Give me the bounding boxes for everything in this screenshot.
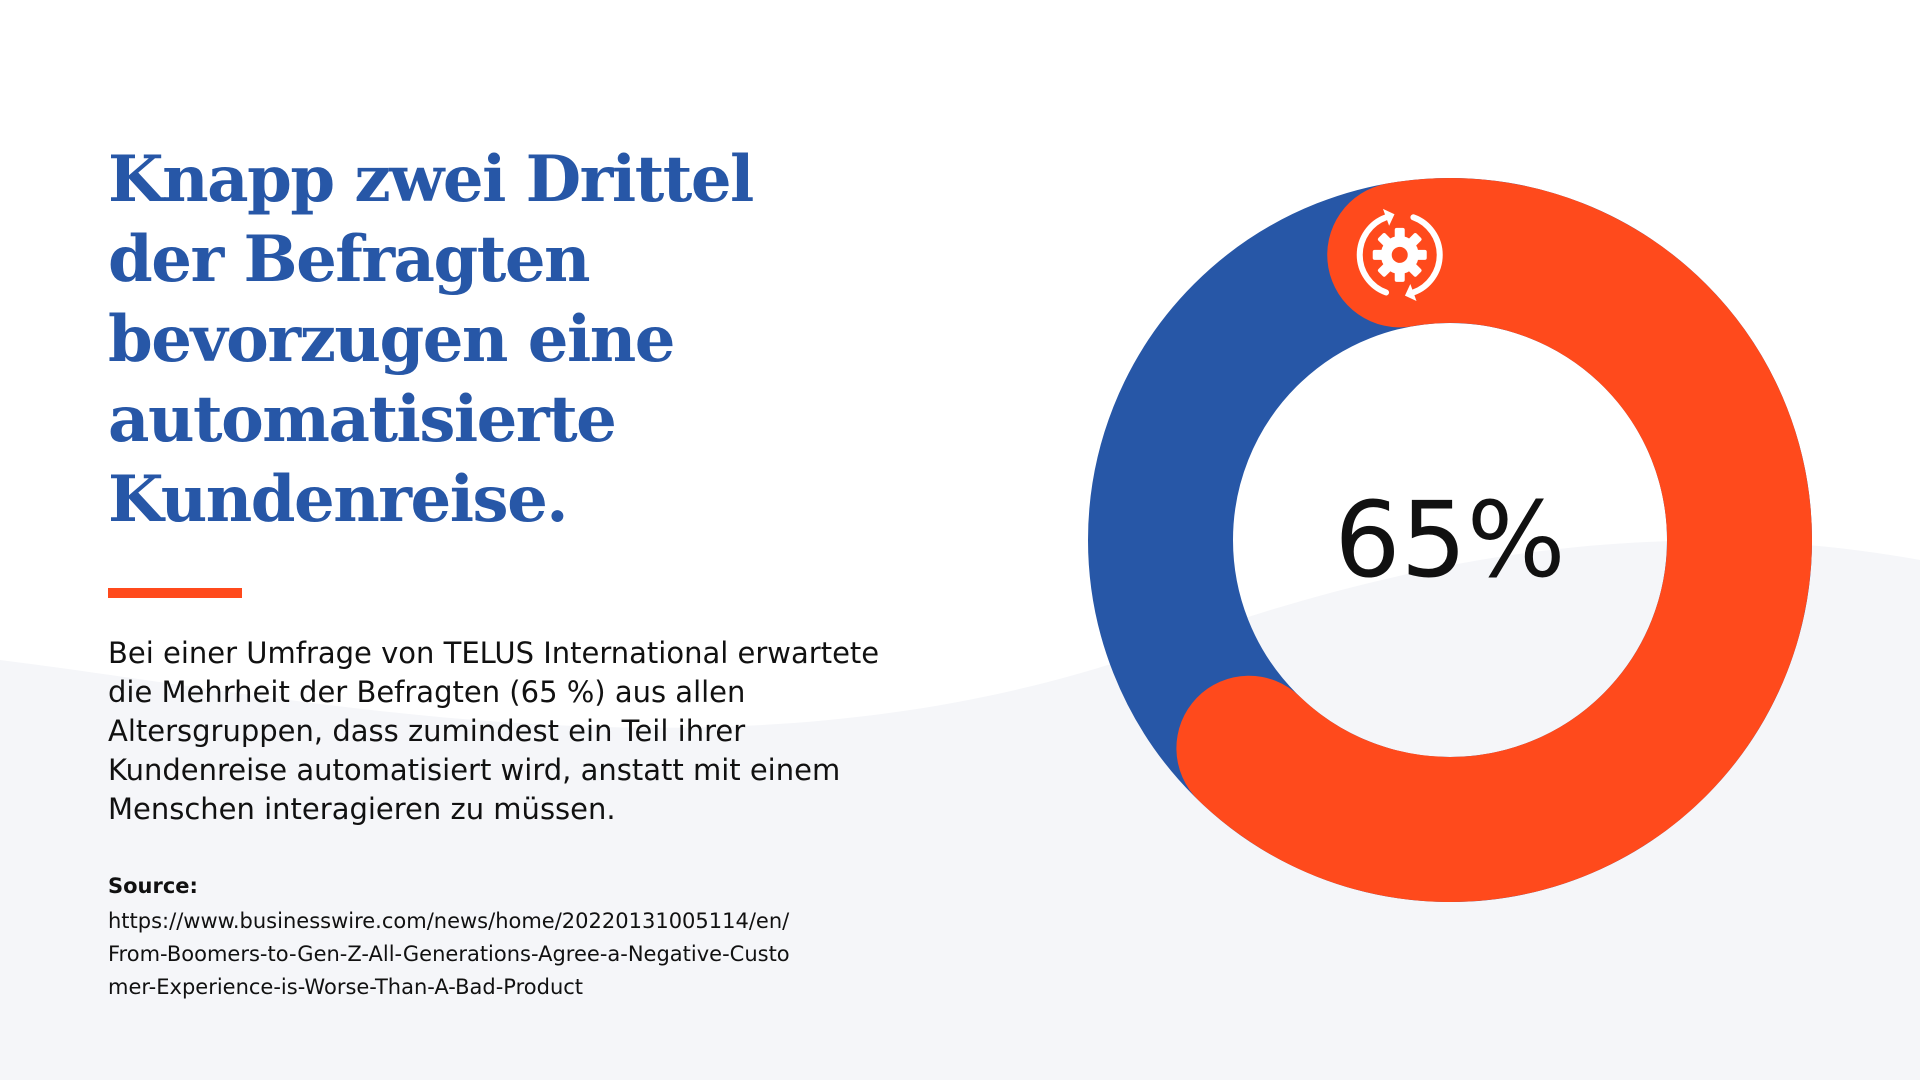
donut-marks (1088, 178, 1812, 902)
background-wave-shape (0, 540, 1920, 1080)
gear-hole (1391, 246, 1408, 263)
text-column: Knapp zwei Drittel der Befragten bevorzu… (108, 140, 928, 1004)
sync-arc (1410, 214, 1443, 296)
accent-bar (108, 588, 242, 598)
sync-arrow (1404, 284, 1417, 301)
donut-slice-highlight (1176, 178, 1812, 902)
body-paragraph: Bei einer Umfrage von TELUS Internationa… (108, 636, 880, 826)
gear-sync-icon (1356, 208, 1443, 301)
center-value-label: 65% (1334, 479, 1565, 601)
source-label: Source: (108, 874, 198, 898)
donut-chart: 65% (1088, 178, 1812, 902)
headline: Knapp zwei Drittel der Befragten bevorzu… (108, 142, 754, 537)
sync-arc (1356, 214, 1390, 296)
sync-arrow (1382, 208, 1395, 226)
source-url: https://www.businesswire.com/news/home/2… (108, 909, 790, 999)
